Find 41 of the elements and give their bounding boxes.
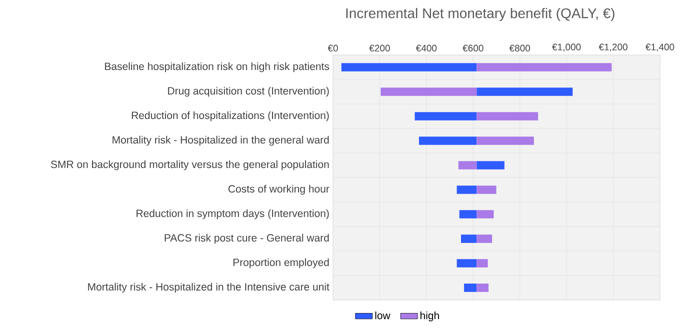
bar [456,186,477,194]
bar [476,284,489,292]
legend-label: low [375,312,390,320]
x-tick-label: €800 [509,44,530,52]
bar [418,136,477,145]
bar [461,234,477,243]
x-tick-label: €1,000 [552,44,581,52]
bar [380,88,477,96]
bar [476,161,504,170]
y-tick-label: Mortality risk - Hospitalized in the general ward [112,136,329,146]
bar [414,112,477,120]
bar [476,186,496,194]
y-tick-label: Proportion employed [233,258,329,268]
bar [341,63,477,72]
legend-label: high [420,312,439,322]
x-tick-label: €400 [416,44,437,52]
x-tick-label: €200 [369,44,390,52]
bar [476,136,534,145]
bar [476,112,538,120]
x-tick-label: €600 [462,44,484,52]
bar [476,259,488,268]
bar [476,234,492,243]
bar [456,259,477,268]
bar [464,284,477,292]
bar [458,161,477,170]
bar [476,210,494,218]
y-tick-label: Reduction of hospitalizations (Intervention) [132,111,329,122]
chart-title: Incremental Net monetary benefit (QALY, €) [346,8,614,22]
y-tick-label: Baseline hospitalization risk on high risk patients [105,62,330,72]
y-tick-label: Drug acquisition cost (Intervention) [168,86,329,97]
x-tick-label: €0 [328,44,338,52]
y-tick-label: Mortality risk - Hospitalized in the Intensive care unit [88,282,330,293]
y-tick-label: PACS risk post cure - General ward [164,234,329,244]
bar [459,210,477,218]
y-tick-label: SMR on background mortality versus the general population [50,160,329,170]
x-tick-label: €1,400 [646,44,674,52]
y-tick-label: Costs of working hour [228,184,330,195]
x-tick-label: €1,200 [598,44,628,52]
bar [476,88,573,96]
y-tick-label: Reduction in symptom days (Intervention) [136,209,329,220]
bar [476,63,612,72]
